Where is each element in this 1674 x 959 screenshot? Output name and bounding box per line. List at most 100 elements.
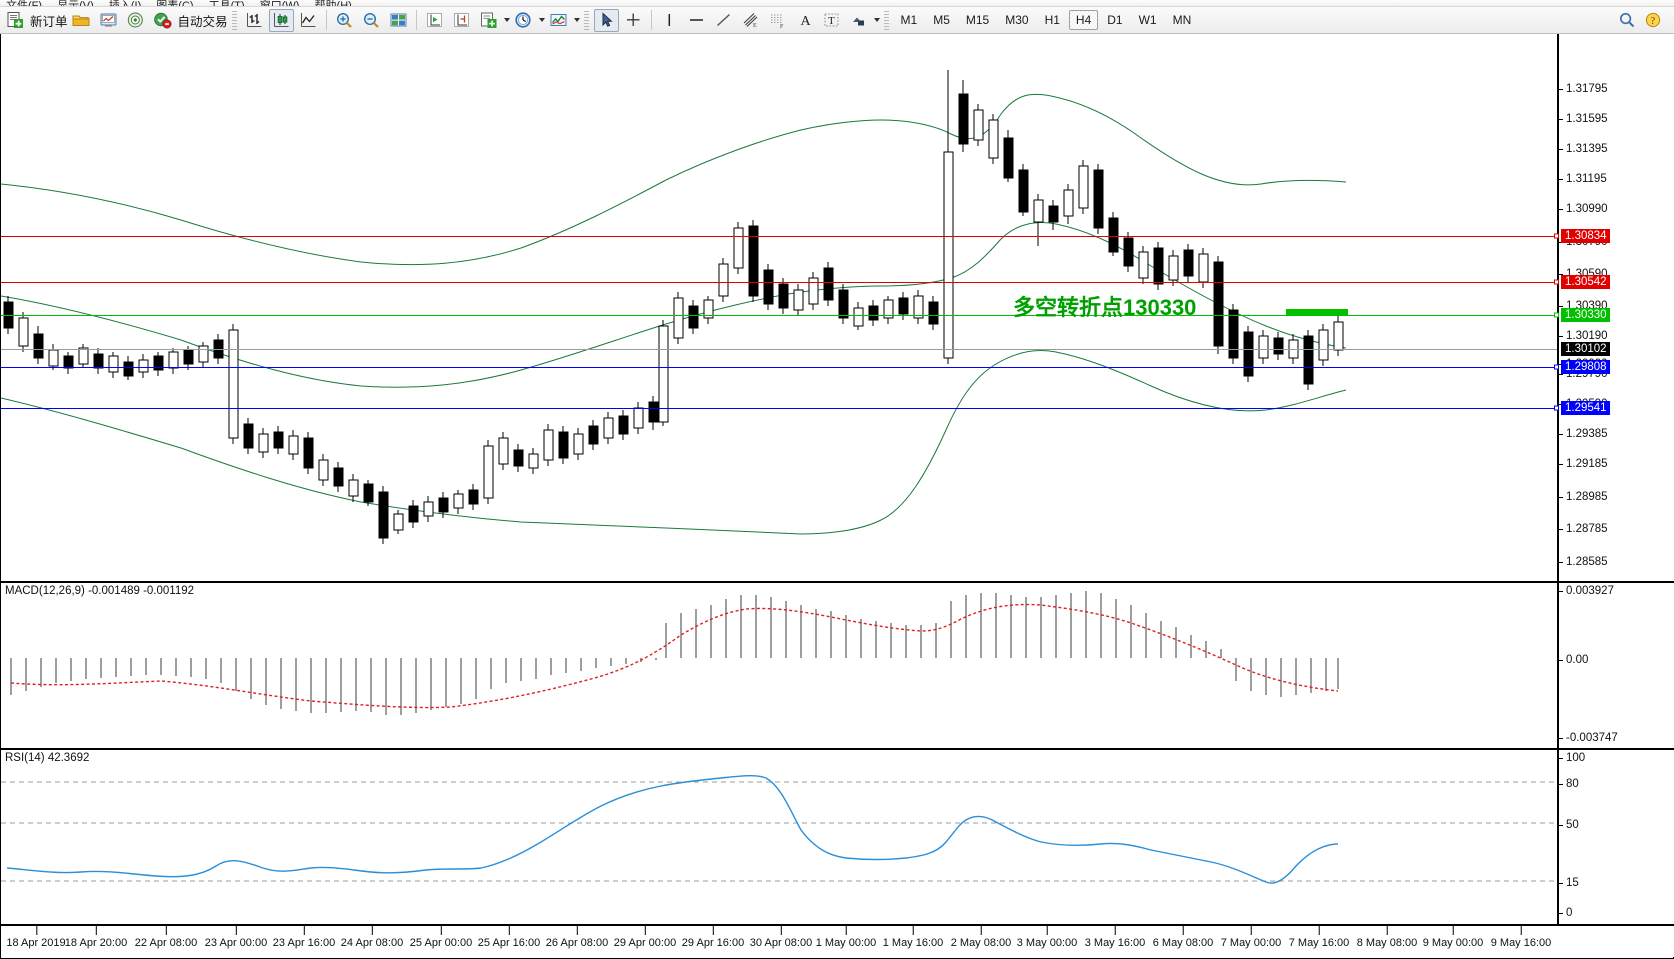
level-line-resistance-1[interactable] bbox=[1, 236, 1557, 237]
macd-pane[interactable]: MACD(12,26,9) -0.001489 -0.001192 bbox=[1, 581, 1674, 748]
zoom-out-button[interactable] bbox=[359, 9, 384, 32]
price-tag-resistance-2[interactable]: 1.30542 bbox=[1554, 275, 1610, 289]
search-icon bbox=[1619, 12, 1635, 28]
level-handle-icon[interactable] bbox=[1554, 364, 1559, 370]
level-handle-icon[interactable] bbox=[1554, 233, 1559, 239]
menu-item-tools[interactable]: 工具(T) bbox=[208, 0, 245, 7]
cursor-button[interactable] bbox=[593, 8, 619, 32]
rsi-line bbox=[6, 775, 1339, 884]
vertical-line-button[interactable] bbox=[657, 9, 682, 32]
price-tick: 1.29385 bbox=[1559, 428, 1608, 440]
timeframe-m15[interactable]: M15 bbox=[965, 13, 990, 27]
drawing-toolbar-grip[interactable] bbox=[583, 10, 589, 30]
trendline-button[interactable] bbox=[711, 9, 736, 32]
timeframe-mn[interactable]: MN bbox=[1172, 13, 1192, 27]
price-tick: 1.28785 bbox=[1559, 523, 1608, 535]
search-button[interactable] bbox=[1615, 9, 1639, 32]
bollinger-middle-band bbox=[1, 222, 1347, 388]
timeframe-m5[interactable]: M5 bbox=[933, 13, 950, 27]
indicators-dropdown-caret[interactable] bbox=[573, 18, 580, 22]
timeframe-m30[interactable]: M30 bbox=[1005, 13, 1029, 27]
period-dropdown-caret[interactable] bbox=[538, 18, 545, 22]
level-line-resistance-2[interactable] bbox=[1, 282, 1557, 283]
main-toolbar[interactable]: 新订单 bbox=[0, 7, 1674, 34]
level-line-support-2[interactable] bbox=[1, 408, 1557, 409]
level-line-support-1[interactable] bbox=[1, 367, 1557, 368]
shapes-dropdown-caret[interactable] bbox=[873, 18, 880, 22]
price-pane[interactable]: 多空转折点130330 bbox=[1, 34, 1674, 581]
equidistant-channel-button[interactable]: E bbox=[738, 9, 763, 32]
rsi-tick: 100 bbox=[1559, 752, 1585, 764]
help-button[interactable]: ? bbox=[1641, 9, 1665, 32]
price-tick: 1.31595 bbox=[1559, 113, 1608, 125]
price-tag-support-1[interactable]: 1.29808 bbox=[1554, 360, 1610, 374]
candlestick-chart-button[interactable] bbox=[268, 8, 294, 32]
autotrading-label[interactable]: 自动交易 bbox=[177, 14, 228, 29]
price-axis[interactable]: 1.31795 1.31595 1.31395 1.31195 1.30990 … bbox=[1554, 34, 1674, 581]
svg-text:T: T bbox=[828, 15, 835, 27]
templates-dropdown-caret[interactable] bbox=[503, 18, 510, 22]
rsi-axis[interactable]: 100 80 50 15 0 bbox=[1557, 750, 1674, 924]
timeframe-h1[interactable]: H1 bbox=[1044, 13, 1060, 27]
bar-chart-button[interactable] bbox=[242, 9, 267, 32]
price-tag-value: 1.29541 bbox=[1565, 402, 1607, 414]
timeframe-toolbar-grip[interactable] bbox=[883, 10, 889, 30]
rsi-series bbox=[1, 775, 1557, 884]
timeframe-m1[interactable]: M1 bbox=[900, 13, 918, 27]
date-tick: 23 Apr 16:00 bbox=[272, 926, 336, 949]
price-tag-pivot[interactable]: 1.30330 bbox=[1554, 308, 1610, 322]
menu-item-charts[interactable]: 图表(C) bbox=[156, 0, 194, 7]
macd-plot-area[interactable] bbox=[1, 583, 1557, 748]
menu-item-file[interactable]: 文件(F) bbox=[6, 0, 43, 7]
navigator-button[interactable] bbox=[123, 9, 148, 32]
level-line-pivot[interactable] bbox=[1, 315, 1557, 316]
level-handle-icon[interactable] bbox=[1554, 312, 1559, 318]
horizontal-line-icon bbox=[689, 19, 703, 21]
price-tag-support-2[interactable]: 1.29541 bbox=[1554, 401, 1610, 415]
menu-item-window[interactable]: 窗口(W) bbox=[259, 0, 300, 7]
tile-windows-button[interactable] bbox=[386, 9, 411, 32]
date-axis[interactable]: 18 Apr 2019 18 Apr 20:00 22 Apr 08:00 23… bbox=[1, 924, 1674, 957]
toolbar-grip[interactable] bbox=[231, 10, 237, 30]
price-plot-area[interactable]: 多空转折点130330 bbox=[1, 34, 1557, 581]
accounts-button[interactable] bbox=[69, 9, 94, 32]
date-tick: 30 Apr 08:00 bbox=[749, 926, 813, 949]
shift-end-button[interactable] bbox=[449, 9, 474, 32]
period-button[interactable] bbox=[511, 9, 536, 32]
date-tick: 3 May 16:00 bbox=[1084, 926, 1146, 949]
shapes-button[interactable] bbox=[846, 9, 871, 32]
text-label-button[interactable]: T bbox=[819, 9, 844, 32]
rsi-plot-area[interactable] bbox=[1, 750, 1557, 924]
level-handle-icon[interactable] bbox=[1554, 279, 1559, 285]
new-order-button[interactable] bbox=[3, 9, 27, 32]
zoom-in-button[interactable] bbox=[332, 9, 357, 32]
macd-tick: -0.003747 bbox=[1559, 732, 1618, 744]
terminal-button[interactable] bbox=[96, 9, 121, 32]
crosshair-button[interactable] bbox=[621, 9, 646, 32]
price-tag-resistance-1[interactable]: 1.30834 bbox=[1554, 229, 1610, 243]
shift-start-button[interactable] bbox=[422, 9, 447, 32]
chart-window[interactable]: GBPUSD-,H41.30134 1.30141 1.30008 1.3010… bbox=[0, 34, 1674, 959]
text-button[interactable]: A bbox=[792, 9, 817, 32]
menu-item-help[interactable]: 帮助(H) bbox=[314, 0, 352, 7]
pivot-marker-box bbox=[1286, 309, 1348, 316]
horizontal-line-button[interactable] bbox=[684, 9, 709, 32]
level-handle-icon[interactable] bbox=[1554, 405, 1559, 411]
timeframe-w1[interactable]: W1 bbox=[1138, 13, 1157, 27]
rsi-pane[interactable]: RSI(14) 42.3692 100 80 50 15 0 bbox=[1, 748, 1674, 924]
autotrading-button[interactable] bbox=[150, 9, 175, 32]
menu-item-view[interactable]: 显示(V) bbox=[57, 0, 94, 7]
indicators-button[interactable] bbox=[546, 9, 571, 32]
timeframe-d1[interactable]: D1 bbox=[1107, 13, 1123, 27]
zoom-in-icon bbox=[336, 12, 352, 28]
line-chart-button[interactable] bbox=[296, 9, 321, 32]
menu-bar[interactable]: 文件(F) 显示(V) 插入(I) 图表(C) 工具(T) 窗口(W) 帮助(H… bbox=[0, 0, 1674, 7]
timeframe-h4[interactable]: H4 bbox=[1068, 10, 1099, 30]
menu-item-insert[interactable]: 插入(I) bbox=[108, 0, 142, 7]
vertical-line-icon bbox=[668, 14, 670, 26]
templates-button[interactable] bbox=[476, 9, 501, 32]
new-order-label[interactable]: 新订单 bbox=[30, 14, 68, 29]
fibonacci-button[interactable]: F bbox=[765, 9, 790, 32]
macd-axis[interactable]: 0.003927 0.00 -0.003747 bbox=[1557, 583, 1674, 748]
